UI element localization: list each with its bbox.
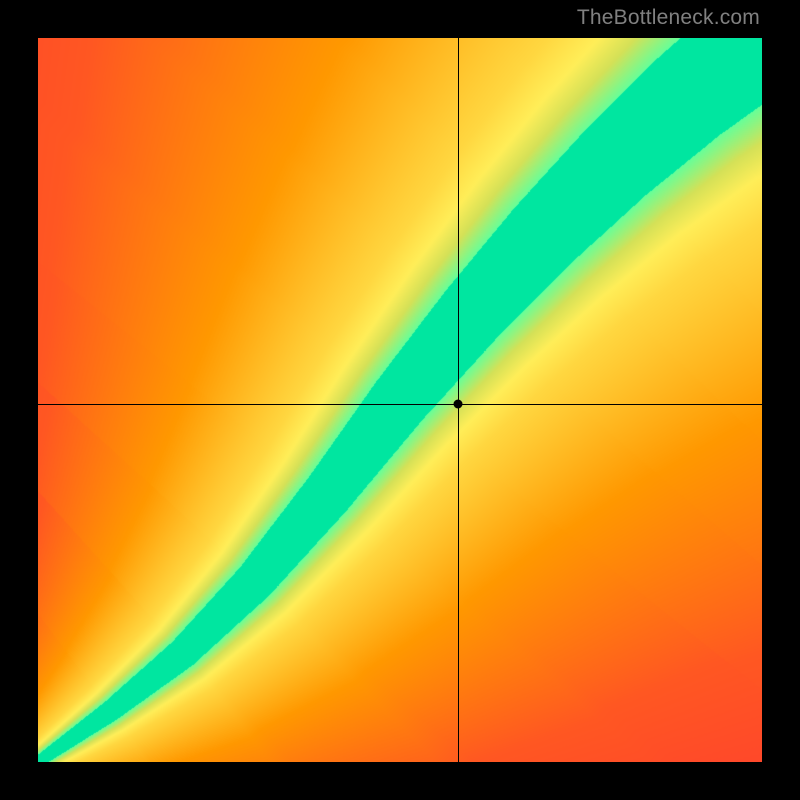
heatmap-plot — [38, 38, 762, 762]
attribution-text: TheBottleneck.com — [577, 6, 760, 30]
crosshair-marker — [453, 399, 462, 408]
heatmap-canvas — [38, 38, 762, 762]
crosshair-horizontal — [38, 404, 762, 405]
